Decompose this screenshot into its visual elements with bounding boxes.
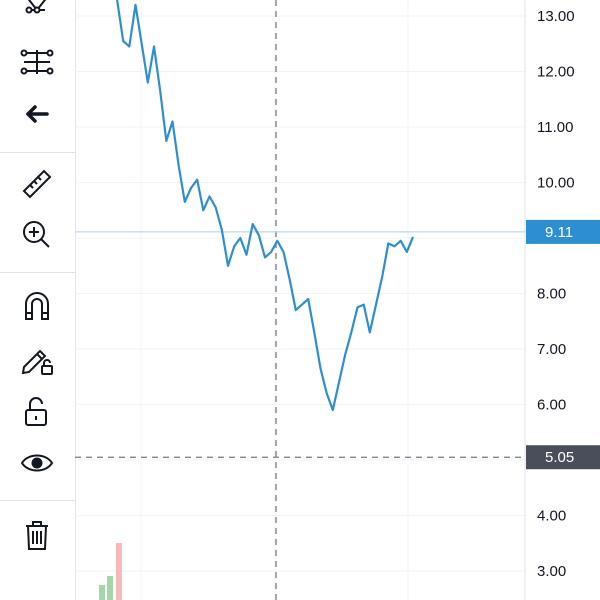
lock-all-button[interactable] <box>12 392 62 434</box>
volume-bar <box>99 585 105 600</box>
y-axis-tick-label: 10.00 <box>537 175 575 192</box>
crosshair-price-tag <box>526 445 600 470</box>
long-position-tool-button[interactable] <box>12 43 62 85</box>
price-chart[interactable]: 13.0012.0011.0010.009.008.007.006.005.00… <box>75 0 600 600</box>
toolbar-divider <box>0 272 75 273</box>
eye-icon <box>20 446 54 485</box>
magnet-icon <box>20 289 54 328</box>
zoom-in-button[interactable] <box>12 216 62 258</box>
unlock-icon <box>20 394 54 433</box>
y-axis-tick-label: 13.00 <box>537 8 575 25</box>
back-arrow-button[interactable] <box>12 95 62 137</box>
ruler-tool-button[interactable] <box>12 165 62 207</box>
remove-drawings-button[interactable] <box>12 516 62 558</box>
show-hide-button[interactable] <box>12 444 62 486</box>
crosshair-price-label: 5.05 <box>545 449 574 466</box>
pencil-lock-icon <box>20 342 54 381</box>
trash-icon <box>20 518 54 557</box>
y-axis-tick-label: 6.00 <box>537 397 566 414</box>
range-measure-icon <box>20 45 54 84</box>
ruler-icon <box>20 167 54 206</box>
pattern-icon <box>20 0 54 27</box>
current-price-tag <box>526 219 600 244</box>
magnet-mode-button[interactable] <box>12 287 62 329</box>
toolbar-divider <box>0 152 75 153</box>
zoom-in-icon <box>20 218 54 257</box>
y-axis-tick-label: 4.00 <box>537 508 566 525</box>
current-price-label: 9.11 <box>545 224 573 241</box>
volume-bar <box>107 576 113 600</box>
price-series-line <box>115 0 415 412</box>
line-chart[interactable]: 13.0012.0011.0010.009.008.007.006.005.00… <box>75 0 600 600</box>
drawing-toolbar <box>0 0 76 600</box>
y-axis-tick-label: 7.00 <box>537 341 566 358</box>
y-axis-tick-label: 3.00 <box>537 563 566 580</box>
volume-bar <box>116 543 122 600</box>
lock-drawings-button[interactable] <box>12 340 62 382</box>
arrow-left-icon <box>20 97 54 136</box>
y-axis-tick-label: 11.00 <box>537 119 573 136</box>
toolbar-divider <box>0 500 75 501</box>
y-axis-tick-label: 8.00 <box>537 286 566 303</box>
y-axis-tick-label: 12.00 <box>537 64 575 81</box>
pattern-tool-button[interactable] <box>12 0 62 28</box>
